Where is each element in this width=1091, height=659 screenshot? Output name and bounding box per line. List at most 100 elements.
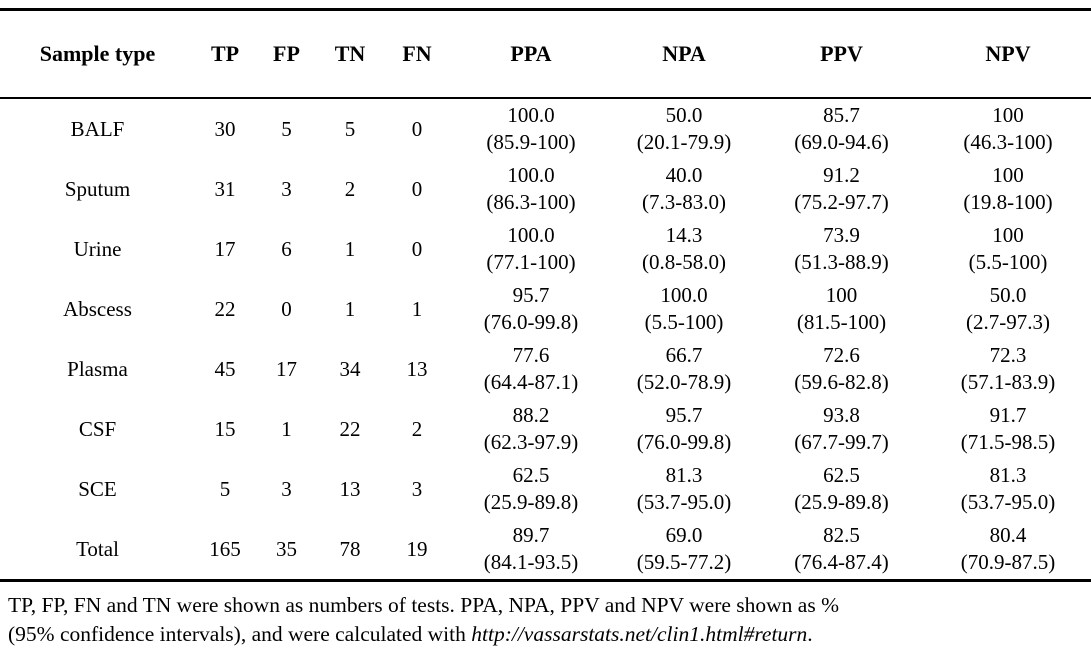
ppv-cell: 91.2 (75.2-97.7) <box>758 159 925 219</box>
table-row: Total 165 35 78 19 89.7 (84.1-93.5) 69.0 (59.5-7… <box>0 519 1091 582</box>
stat-ci: (76.4-87.4) <box>794 550 889 574</box>
fn-cell: 19 <box>382 519 452 582</box>
sample-type-cell: BALF <box>70 116 125 141</box>
stat-value: 72.6 <box>823 343 860 367</box>
stat-value: 77.6 <box>512 343 550 367</box>
tp-cell: 22 <box>214 296 236 321</box>
ppv-cell: 73.9 (51.3-88.9) <box>758 219 925 279</box>
stat-value: 73.9 <box>823 223 860 247</box>
stat-value: 100 <box>825 283 858 307</box>
npa-cell: 66.7 (52.0-78.9) <box>610 339 758 399</box>
stat-ci: (70.9-87.5) <box>960 550 1056 574</box>
stat-ci: (59.5-77.2) <box>636 550 732 574</box>
tn-cell: 1 <box>344 236 356 261</box>
sample-type-cell: Abscess <box>63 296 132 321</box>
stat-value: 95.7 <box>512 283 550 307</box>
npa-cell: 95.7 (76.0-99.8) <box>610 399 758 459</box>
stat-ci: (5.5-100) <box>968 250 1048 274</box>
stat-ci: (51.3-88.9) <box>794 250 889 274</box>
tn-cell: 2 <box>344 176 356 201</box>
ppv-cell: 93.8 (67.7-99.7) <box>758 399 925 459</box>
stat-value: 89.7 <box>512 523 550 547</box>
tn-cell: 1 <box>344 296 356 321</box>
ppa-cell: 100.0 (85.9-100) <box>452 98 610 159</box>
stat-value: 62.5 <box>823 463 860 487</box>
diagnostic-performance-table: Sample type TP FP TN FN PPA NPA PPV NPV … <box>0 8 1091 582</box>
sample-type-cell: SCE <box>78 476 117 501</box>
footnote-period: . <box>807 622 813 646</box>
stat-ci: (19.8-100) <box>963 190 1053 214</box>
col-header-npa: NPA <box>610 9 758 99</box>
npv-cell: 50.0 (2.7-97.3) <box>925 279 1091 339</box>
tp-cell: 165 <box>195 519 255 582</box>
fn-cell: 0 <box>411 236 423 261</box>
stat-value: 14.3 <box>665 223 703 247</box>
stat-value: 82.5 <box>823 523 860 547</box>
col-header-tn: TN <box>318 9 382 99</box>
stat-ci: (7.3-83.0) <box>642 190 726 214</box>
npa-cell: 81.3 (53.7-95.0) <box>610 459 758 519</box>
tp-cell: 5 <box>219 476 231 501</box>
ppv-cell: 85.7 (69.0-94.6) <box>758 98 925 159</box>
sample-type-cell: Sputum <box>64 176 131 201</box>
stat-value: 81.3 <box>665 463 703 487</box>
table-header: Sample type TP FP TN FN PPA NPA PPV NPV <box>0 9 1091 99</box>
stat-value: 95.7 <box>665 403 703 427</box>
stat-value: 40.0 <box>665 163 703 187</box>
sample-type-cell: Total <box>0 519 195 582</box>
stat-ci: (5.5-100) <box>644 310 724 334</box>
tn-cell: 34 <box>339 356 361 381</box>
tn-cell: 5 <box>344 116 356 141</box>
npv-cell: 80.4 (70.9-87.5) <box>925 519 1091 582</box>
ppa-cell: 95.7 (76.0-99.8) <box>452 279 610 339</box>
ppa-cell: 100.0 (77.1-100) <box>452 219 610 279</box>
tn-cell: 78 <box>318 519 382 582</box>
fp-cell: 1 <box>281 416 292 441</box>
stat-ci: (46.3-100) <box>963 130 1053 154</box>
fp-cell: 3 <box>281 476 292 501</box>
fp-cell: 6 <box>281 236 292 261</box>
npv-cell: 91.7 (71.5-98.5) <box>925 399 1091 459</box>
stat-value: 91.2 <box>823 163 860 187</box>
fn-cell: 1 <box>411 296 423 321</box>
col-header-sample-type: Sample type <box>0 9 195 99</box>
tp-cell: 30 <box>214 116 236 141</box>
npa-cell: 69.0 (59.5-77.2) <box>610 519 758 582</box>
fp-cell: 3 <box>281 176 292 201</box>
stat-value: 85.7 <box>823 103 860 127</box>
stat-ci: (77.1-100) <box>486 250 576 274</box>
ppa-cell: 77.6 (64.4-87.1) <box>452 339 610 399</box>
stat-ci: (85.9-100) <box>486 130 576 154</box>
table-row: BALF 30 5 5 0 100.0 (85.9-100) 50.0 (20.1-79.9) 8… <box>0 98 1091 159</box>
table-container: Sample type TP FP TN FN PPA NPA PPV NPV … <box>0 8 1091 582</box>
stat-ci: (25.9-89.8) <box>483 490 579 514</box>
fn-cell: 2 <box>411 416 423 441</box>
stat-ci: (75.2-97.7) <box>794 190 889 214</box>
tn-cell: 13 <box>339 476 361 501</box>
col-header-ppa: PPA <box>452 9 610 99</box>
fn-cell: 0 <box>411 116 423 141</box>
ppa-cell: 89.7 (84.1-93.5) <box>452 519 610 582</box>
stat-value: 100.0 <box>507 163 555 187</box>
npv-cell: 72.3 (57.1-83.9) <box>925 339 1091 399</box>
col-header-npv: NPV <box>925 9 1091 99</box>
table-body: BALF 30 5 5 0 100.0 (85.9-100) 50.0 (20.1-79.9) 8… <box>0 98 1091 582</box>
stat-ci: (53.7-95.0) <box>960 490 1056 514</box>
stat-value: 100.0 <box>507 223 555 247</box>
npa-cell: 40.0 (7.3-83.0) <box>610 159 758 219</box>
stat-ci: (2.7-97.3) <box>966 310 1050 334</box>
stat-ci: (76.0-99.8) <box>636 430 732 454</box>
stat-value: 93.8 <box>823 403 860 427</box>
col-header-tp: TP <box>195 9 255 99</box>
stat-value: 50.0 <box>665 103 703 127</box>
stat-ci: (25.9-89.8) <box>794 490 889 514</box>
sample-type-cell: Urine <box>73 236 122 261</box>
fp-cell: 0 <box>281 296 292 321</box>
stat-ci: (62.3-97.9) <box>483 430 579 454</box>
stat-ci: (86.3-100) <box>486 190 576 214</box>
ppa-cell: 88.2 (62.3-97.9) <box>452 399 610 459</box>
stat-value: 80.4 <box>989 523 1027 547</box>
ppa-cell: 100.0 (86.3-100) <box>452 159 610 219</box>
ppv-cell: 62.5 (25.9-89.8) <box>758 459 925 519</box>
